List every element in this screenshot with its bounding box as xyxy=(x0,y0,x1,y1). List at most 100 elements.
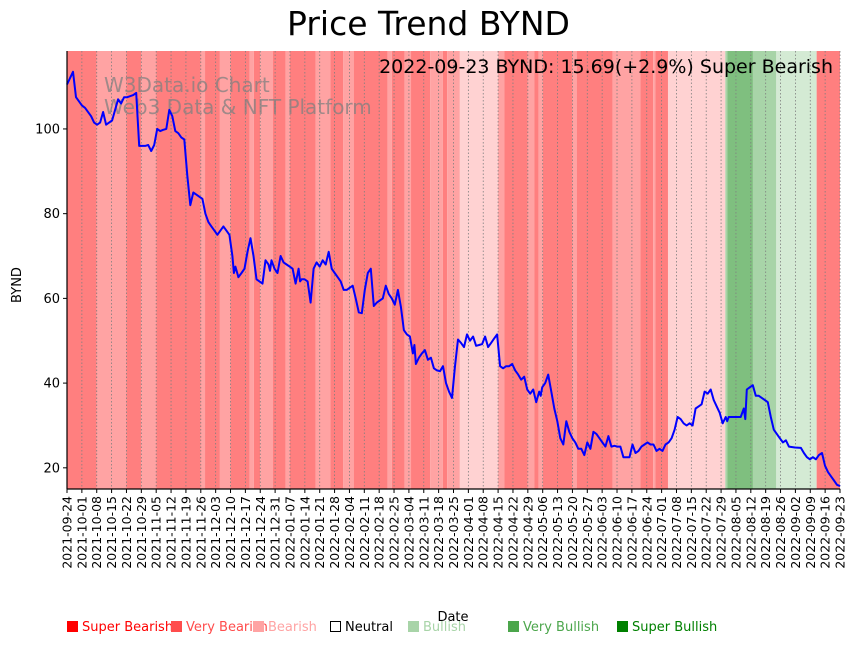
x-tick-label: 2022-08-19 xyxy=(758,496,773,569)
sentiment-band-very-bearish xyxy=(576,51,613,489)
x-tick-label: 2022-09-09 xyxy=(803,496,818,569)
x-tick-label: 2022-09-02 xyxy=(788,496,803,569)
x-tick-label: 2022-07-15 xyxy=(684,496,699,569)
sentiment-band-bearish xyxy=(387,51,392,489)
sentiment-band-very-bearish xyxy=(411,51,431,489)
x-tick-label: 2022-02-25 xyxy=(387,496,402,569)
watermark-line-1: W3Data.io Chart xyxy=(104,73,270,97)
sentiment-band-very-bearish xyxy=(391,51,405,489)
sentiment-band-very-light-green xyxy=(725,51,728,489)
x-tick-label: 2022-07-29 xyxy=(714,496,729,569)
sentiment-band-bearish xyxy=(200,51,206,489)
x-axis-ticks: 2021-09-24 2021-10-01 2021-10-08 2021-10-15… xyxy=(60,489,848,569)
x-tick-label: 2021-12-10 xyxy=(223,496,238,569)
y-tick-label: 20 xyxy=(43,461,60,476)
legend-swatch xyxy=(617,621,628,632)
sentiment-band-bearish xyxy=(219,51,231,489)
legend-swatch xyxy=(330,621,341,632)
legend-item-neutral: Neutral xyxy=(330,620,393,635)
x-tick-label: 2022-06-17 xyxy=(624,496,639,569)
legend-label: Bearish xyxy=(268,620,317,635)
x-tick-label: 2022-04-15 xyxy=(491,496,506,569)
x-tick-label: 2022-03-25 xyxy=(446,496,461,569)
x-tick-label: 2022-01-14 xyxy=(297,496,312,569)
sentiment-band-very-bearish xyxy=(442,51,448,489)
y-tick-label: 100 xyxy=(35,122,60,137)
legend-swatch xyxy=(67,621,78,632)
sentiment-band-bearish xyxy=(343,51,354,489)
legend-item-super-bearish: Super Bearish xyxy=(67,620,173,635)
sentiment-band-bearish xyxy=(260,51,273,489)
sentiment-band-very-bearish xyxy=(253,51,261,489)
x-tick-label: 2022-04-29 xyxy=(520,496,535,569)
sentiment-band-bearish xyxy=(249,51,254,489)
sentiment-band-very-bearish xyxy=(156,51,201,489)
y-axis-label: BYND xyxy=(10,267,25,303)
legend-item-very-bullish: Very Bullish xyxy=(508,620,599,635)
x-tick-label: 2021-12-24 xyxy=(253,496,268,569)
sentiment-band-very-bearish xyxy=(126,51,142,489)
sentiment-band-very-bearish xyxy=(272,51,286,489)
legend-item-bullish: Bullish xyxy=(408,620,466,635)
x-tick-label: 2021-11-12 xyxy=(164,496,179,569)
x-tick-label: 2022-08-05 xyxy=(728,496,743,569)
legend-swatch xyxy=(171,621,182,632)
legend-label: Very Bearish xyxy=(186,620,268,635)
sentiment-band-very-bearish xyxy=(230,51,250,489)
x-tick-label: 2022-01-21 xyxy=(312,496,327,569)
sentiment-band-light-bearish xyxy=(667,51,726,489)
x-tick-label: 2022-03-11 xyxy=(416,496,431,569)
x-tick-label: 2021-09-24 xyxy=(60,496,75,569)
x-tick-label: 2021-11-05 xyxy=(149,496,164,569)
legend-item-super-bullish: Super Bullish xyxy=(617,620,717,635)
x-tick-label: 2021-11-19 xyxy=(178,496,193,569)
x-tick-label: 2022-08-12 xyxy=(743,496,758,569)
legend-item-bearish: Bearish xyxy=(253,620,317,635)
legend-label: Super Bullish xyxy=(632,620,718,635)
x-tick-label: 2022-07-08 xyxy=(669,496,684,569)
watermark-line-2: Web3 Data & NFT Platform xyxy=(104,95,372,119)
x-tick-label: 2021-10-01 xyxy=(74,496,89,569)
legend-swatch xyxy=(408,621,419,632)
sentiment-band-light-bearish xyxy=(459,51,499,489)
x-tick-label: 2021-10-08 xyxy=(89,496,104,569)
sentiment-band-bearish xyxy=(538,51,543,489)
x-tick-label: 2021-12-03 xyxy=(208,496,223,569)
x-tick-label: 2022-07-01 xyxy=(654,496,669,569)
sentiment-band-bearish xyxy=(141,51,157,489)
sentiment-band-very-bearish xyxy=(205,51,220,489)
legend-label: Very Bullish xyxy=(523,620,600,635)
price-annotation: 2022-09-23 BYND: 15.69(+2.9%) Super Bear… xyxy=(379,56,833,78)
x-tick-label: 2022-03-18 xyxy=(431,496,446,569)
x-tick-label: 2022-08-26 xyxy=(773,496,788,569)
y-axis-ticks: 20 40 60 80 100 xyxy=(35,122,67,476)
x-tick-label: 2022-04-08 xyxy=(476,496,491,569)
sentiment-band-bearish xyxy=(572,51,577,489)
sentiment-band-very-bearish xyxy=(289,51,316,489)
sentiment-bands xyxy=(67,51,840,489)
sentiment-band-very-bearish xyxy=(655,51,668,489)
x-tick-label: 2021-10-29 xyxy=(134,496,149,569)
sentiment-band-bearish xyxy=(315,51,331,489)
x-tick-label: 2022-02-11 xyxy=(357,496,372,569)
sentiment-band-bullish xyxy=(752,51,777,489)
x-tick-label: 2022-05-06 xyxy=(535,496,550,569)
x-tick-label: 2022-05-13 xyxy=(550,496,565,569)
chart-title: Price Trend BYND xyxy=(287,4,570,43)
x-tick-label: 2021-10-22 xyxy=(119,496,134,569)
x-tick-label: 2021-12-31 xyxy=(268,496,283,569)
sentiment-band-bearish xyxy=(498,51,505,489)
x-tick-label: 2022-02-04 xyxy=(342,496,357,569)
x-tick-label: 2022-05-27 xyxy=(580,496,595,569)
legend-label: Neutral xyxy=(345,620,393,635)
x-tick-label: 2022-01-07 xyxy=(282,496,297,569)
sentiment-band-bearish xyxy=(285,51,290,489)
x-tick-label: 2022-03-04 xyxy=(401,496,416,569)
x-tick-label: 2021-12-17 xyxy=(238,496,253,569)
legend-label: Super Bearish xyxy=(82,620,174,635)
sentiment-band-very-bullish xyxy=(727,51,753,489)
x-tick-label: 2022-04-01 xyxy=(461,496,476,569)
x-tick-label: 2021-10-15 xyxy=(104,496,119,569)
sentiment-band-bearish xyxy=(447,51,460,489)
